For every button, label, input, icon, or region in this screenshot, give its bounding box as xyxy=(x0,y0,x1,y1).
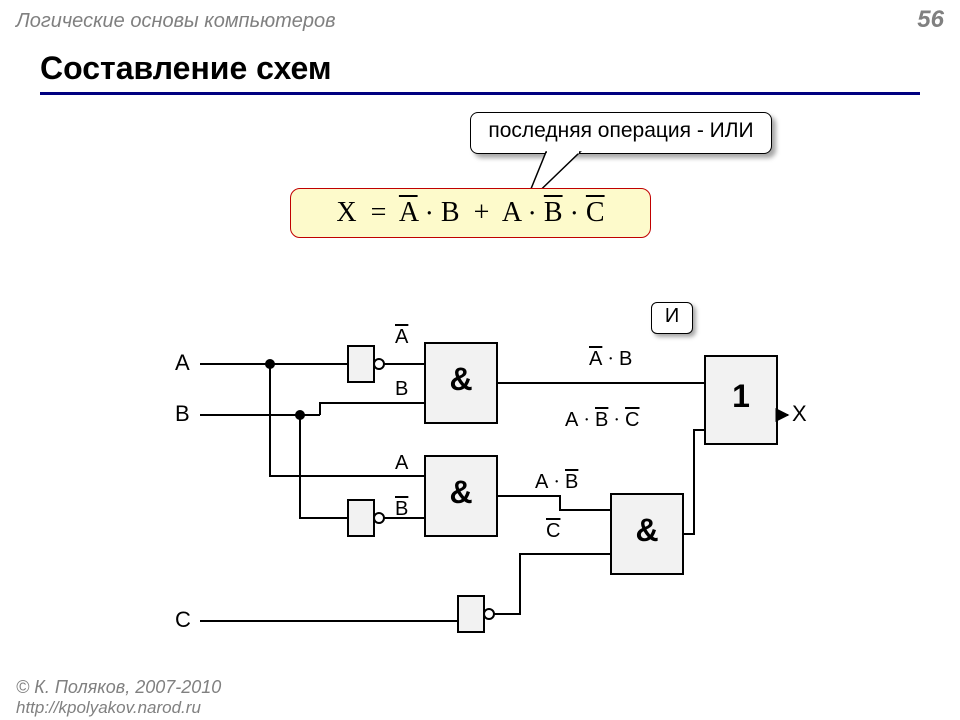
gate-and1: & xyxy=(425,343,497,423)
gate-not-c xyxy=(458,596,494,632)
gate-and2: & xyxy=(425,456,497,536)
svg-text:&: & xyxy=(635,512,658,548)
footer-url: http://kpolyakov.narod.ru xyxy=(16,698,201,718)
footer-copyright: © К. Поляков, 2007-2010 xyxy=(16,677,221,698)
circuit-svg: & & & 1 xyxy=(0,0,960,720)
gate-not-b xyxy=(348,500,384,536)
svg-text:&: & xyxy=(449,361,472,397)
gate-and3: & xyxy=(611,494,683,574)
gate-or1: 1 xyxy=(705,356,777,444)
svg-text:&: & xyxy=(449,474,472,510)
svg-text:1: 1 xyxy=(732,378,750,414)
gate-not-a xyxy=(348,346,384,382)
